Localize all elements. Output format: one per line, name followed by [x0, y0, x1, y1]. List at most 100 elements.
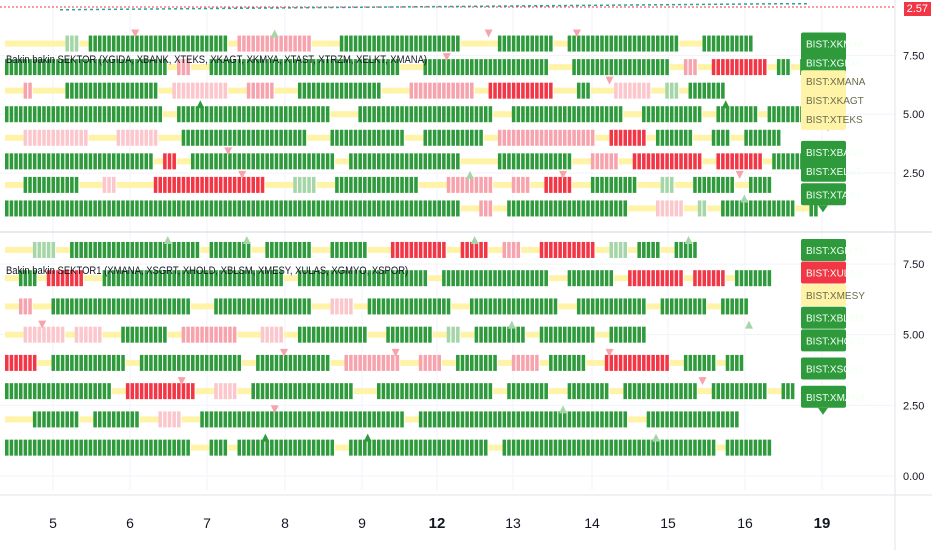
- status-bar[interactable]: [483, 241, 488, 258]
- status-bar[interactable]: [88, 82, 93, 99]
- status-bar[interactable]: [51, 59, 56, 76]
- status-bar[interactable]: [274, 241, 279, 258]
- status-bar[interactable]: [139, 129, 144, 146]
- status-bar[interactable]: [409, 326, 414, 343]
- status-bar[interactable]: [246, 35, 251, 52]
- status-bar-neutral[interactable]: [493, 205, 499, 212]
- status-bar[interactable]: [209, 270, 214, 287]
- status-bar-neutral[interactable]: [651, 303, 657, 310]
- status-bar[interactable]: [730, 298, 734, 315]
- status-bar[interactable]: [209, 411, 214, 428]
- status-bar-neutral[interactable]: [404, 87, 410, 94]
- status-bar[interactable]: [65, 82, 69, 99]
- status-bar[interactable]: [363, 439, 367, 456]
- status-bar[interactable]: [209, 326, 214, 343]
- status-bar[interactable]: [595, 176, 600, 193]
- status-bar[interactable]: [335, 241, 339, 258]
- status-bar-neutral[interactable]: [595, 87, 601, 94]
- status-bar[interactable]: [279, 153, 283, 170]
- status-bar[interactable]: [404, 270, 409, 287]
- status-bar[interactable]: [456, 129, 460, 146]
- status-bar[interactable]: [604, 270, 609, 287]
- status-bar[interactable]: [470, 354, 474, 371]
- status-bar[interactable]: [153, 35, 158, 52]
- status-bar-neutral[interactable]: [483, 134, 489, 141]
- status-bar[interactable]: [307, 326, 311, 343]
- status-bar[interactable]: [409, 298, 414, 315]
- status-bar-neutral[interactable]: [349, 111, 354, 118]
- status-bar[interactable]: [409, 82, 414, 99]
- status-bar[interactable]: [46, 106, 51, 123]
- status-bar-neutral[interactable]: [14, 416, 20, 423]
- status-bar[interactable]: [60, 129, 65, 146]
- status-bar[interactable]: [669, 35, 674, 52]
- status-bar-neutral[interactable]: [242, 388, 247, 395]
- status-bar[interactable]: [693, 270, 697, 287]
- status-bar[interactable]: [74, 35, 79, 52]
- status-bar[interactable]: [497, 59, 502, 76]
- status-bar-neutral[interactable]: [18, 331, 24, 338]
- status-bar-neutral[interactable]: [656, 87, 661, 94]
- status-bar-neutral[interactable]: [111, 331, 117, 338]
- status-bar-neutral[interactable]: [14, 246, 20, 253]
- status-bar[interactable]: [251, 176, 255, 193]
- status-bar[interactable]: [246, 106, 251, 123]
- status-bar[interactable]: [660, 439, 665, 456]
- status-bar-neutral[interactable]: [707, 158, 712, 165]
- status-bar[interactable]: [470, 176, 474, 193]
- status-bar[interactable]: [279, 270, 283, 287]
- status-bar[interactable]: [181, 35, 186, 52]
- status-bar[interactable]: [288, 298, 293, 315]
- status-bar-neutral[interactable]: [600, 87, 606, 94]
- status-bar-neutral[interactable]: [135, 359, 141, 366]
- status-bar[interactable]: [32, 59, 37, 76]
- status-bar[interactable]: [474, 411, 479, 428]
- status-bar[interactable]: [107, 82, 111, 99]
- status-bar[interactable]: [288, 241, 293, 258]
- status-bar-neutral[interactable]: [767, 64, 773, 71]
- status-bar[interactable]: [679, 200, 683, 217]
- status-bar[interactable]: [428, 35, 432, 52]
- status-bar-neutral[interactable]: [637, 205, 643, 212]
- status-bar[interactable]: [404, 200, 409, 217]
- status-bar-neutral[interactable]: [5, 416, 10, 423]
- status-bar-neutral[interactable]: [572, 158, 578, 165]
- status-bar[interactable]: [725, 298, 730, 315]
- status-bar[interactable]: [293, 439, 297, 456]
- status-bar[interactable]: [730, 354, 734, 371]
- status-bar[interactable]: [786, 59, 790, 76]
- status-bar[interactable]: [395, 176, 400, 193]
- status-bar[interactable]: [60, 439, 65, 456]
- status-bar[interactable]: [111, 106, 116, 123]
- status-bar-neutral[interactable]: [288, 181, 294, 188]
- status-bar[interactable]: [493, 298, 497, 315]
- status-bar[interactable]: [456, 439, 460, 456]
- status-bar-neutral[interactable]: [721, 359, 726, 366]
- status-bar-neutral[interactable]: [628, 205, 633, 212]
- status-bar[interactable]: [353, 153, 358, 170]
- status-bar[interactable]: [418, 298, 423, 315]
- status-bar[interactable]: [200, 176, 204, 193]
- status-bar[interactable]: [470, 82, 474, 99]
- status-bar[interactable]: [325, 383, 330, 400]
- status-bar[interactable]: [279, 129, 283, 146]
- status-bar[interactable]: [256, 354, 260, 371]
- status-bar[interactable]: [609, 59, 614, 76]
- status-bar[interactable]: [163, 383, 167, 400]
- status-bar[interactable]: [274, 106, 279, 123]
- status-bar[interactable]: [311, 354, 316, 371]
- status-bar[interactable]: [665, 270, 669, 287]
- status-bar[interactable]: [474, 176, 479, 193]
- status-bar[interactable]: [223, 129, 228, 146]
- status-bar-neutral[interactable]: [246, 388, 252, 395]
- status-bar[interactable]: [88, 354, 93, 371]
- status-bar[interactable]: [618, 326, 623, 343]
- status-bar-neutral[interactable]: [330, 40, 336, 47]
- status-bar[interactable]: [330, 270, 335, 287]
- status-bar[interactable]: [344, 326, 348, 343]
- status-bar[interactable]: [56, 270, 60, 287]
- status-bar[interactable]: [618, 129, 623, 146]
- status-bar[interactable]: [721, 176, 725, 193]
- status-bar[interactable]: [553, 439, 558, 456]
- status-bar[interactable]: [586, 106, 590, 123]
